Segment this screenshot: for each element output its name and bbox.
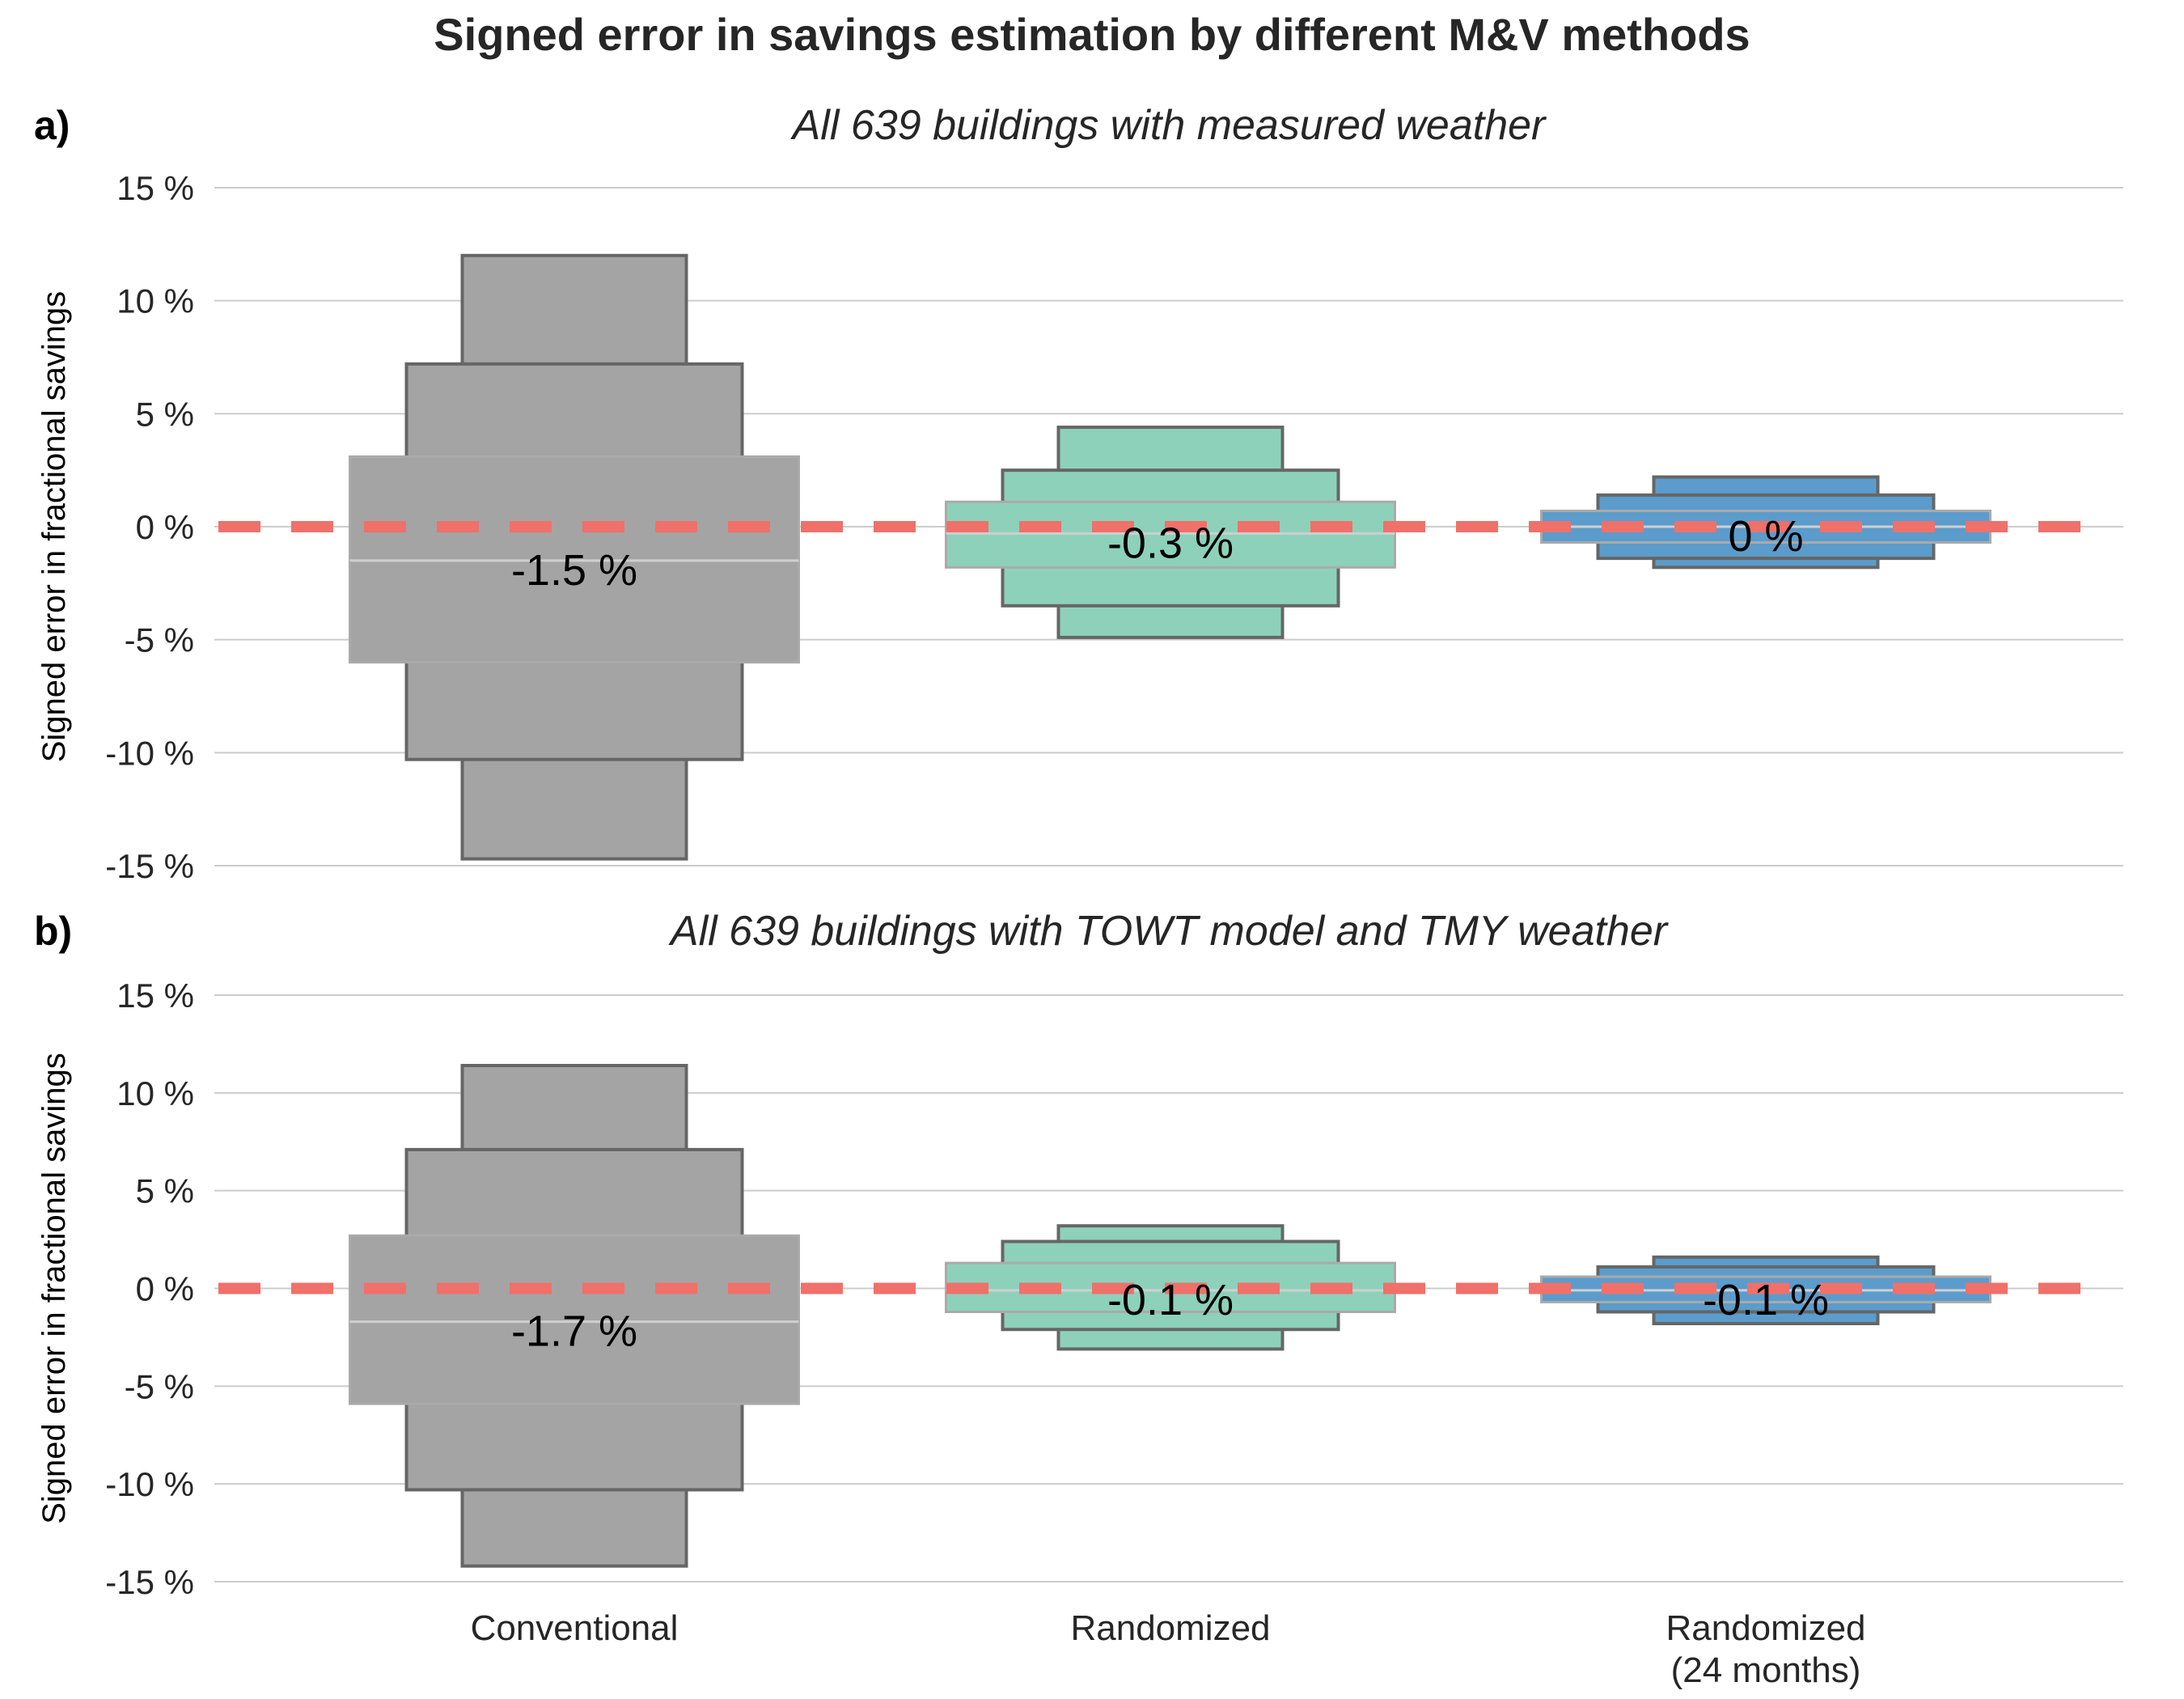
boxen-series-1 bbox=[349, 253, 800, 861]
y-tick-label: 0 % bbox=[136, 1270, 194, 1308]
y-tick-label: 15 % bbox=[116, 977, 194, 1015]
x-tick-label-line: Conventional bbox=[471, 1608, 679, 1648]
boxen-series-1 bbox=[349, 1064, 800, 1568]
x-tick-label: Conventional bbox=[471, 1608, 679, 1648]
median-label: -1.7 % bbox=[511, 1307, 637, 1356]
x-tick-label-line: (24 months) bbox=[1671, 1650, 1861, 1690]
y-tick-label: 15 % bbox=[116, 169, 194, 207]
median-label: -0.1 % bbox=[1107, 1276, 1234, 1324]
y-tick-label: -10 % bbox=[105, 734, 194, 772]
x-tick-label: Randomized (24 months) bbox=[1666, 1608, 1865, 1690]
y-tick-label: 10 % bbox=[116, 1074, 194, 1112]
boxen-level-1 bbox=[349, 1234, 800, 1405]
y-tick-label: -5 % bbox=[125, 1367, 194, 1405]
y-tick-label: 5 % bbox=[136, 395, 194, 433]
median-label: 0 % bbox=[1728, 512, 1803, 561]
y-tick-label: -15 % bbox=[105, 847, 194, 885]
y-axis-label: Signed error in fractional savings bbox=[36, 291, 72, 763]
panel-subtitle: All 639 buildings with measured weather bbox=[790, 102, 1547, 149]
panel-label: b) bbox=[34, 909, 72, 954]
median-label: -1.5 % bbox=[511, 546, 637, 595]
x-tick-label-line: Randomized bbox=[1666, 1608, 1865, 1648]
x-tick-label: Randomized bbox=[1070, 1608, 1270, 1648]
y-tick-label: 5 % bbox=[136, 1172, 194, 1210]
y-tick-label: 0 % bbox=[136, 508, 194, 546]
panel-a: a) All 639 buildings with measured weathe… bbox=[34, 102, 2123, 885]
y-tick-label: -5 % bbox=[125, 621, 194, 659]
panel-b: b) All 639 buildings with TOWT model and … bbox=[34, 908, 2123, 1690]
y-tick-label: -15 % bbox=[105, 1563, 194, 1601]
chart-title: Signed error in savings estimation by di… bbox=[434, 9, 1750, 60]
x-tick-label-line: Randomized bbox=[1070, 1608, 1270, 1648]
panel-subtitle: All 639 buildings with TOWT model and TM… bbox=[668, 908, 1670, 955]
y-tick-label: -10 % bbox=[105, 1465, 194, 1503]
median-label: -0.1 % bbox=[1703, 1276, 1829, 1324]
y-axis-label: Signed error in fractional savings bbox=[36, 1053, 72, 1524]
panel-label: a) bbox=[34, 103, 70, 148]
median-label: -0.3 % bbox=[1107, 519, 1234, 567]
y-tick-label: 10 % bbox=[116, 282, 194, 320]
